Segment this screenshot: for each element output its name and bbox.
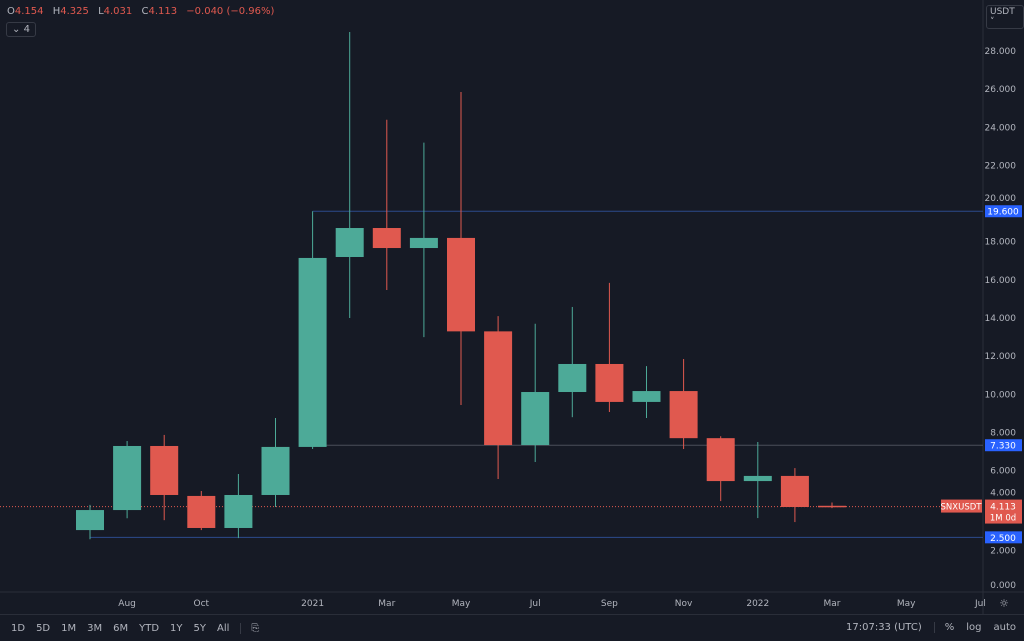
x-tick-label: Nov xyxy=(675,599,693,609)
y-tick-label: 2.000 xyxy=(990,546,1016,556)
candle-body xyxy=(113,445,142,511)
x-tick-label: Oct xyxy=(194,599,210,609)
candle-body xyxy=(669,391,698,439)
y-tick-label: 16.000 xyxy=(985,276,1017,286)
range-ytd[interactable]: YTD xyxy=(139,622,160,634)
candle-body xyxy=(224,494,253,528)
low-label: L xyxy=(98,6,104,17)
clock-time[interactable]: 17:07:33 (UTC) xyxy=(846,622,922,633)
currency-dropdown[interactable]: USDT ˅ xyxy=(986,5,1024,29)
y-tick-label: 22.000 xyxy=(985,161,1017,171)
x-tick-label: Aug xyxy=(118,599,136,609)
level-price-tag xyxy=(985,531,1022,544)
high-value: 4.325 xyxy=(60,6,89,17)
level-price-tag xyxy=(985,439,1022,452)
bottom-toolbar: 1D 5D 1M 3M 6M YTD 1Y 5Y All ⎘ 17:07:33 … xyxy=(0,614,1024,641)
y-tick-label: 28.000 xyxy=(985,47,1017,57)
y-tick-label: 12.000 xyxy=(985,352,1017,362)
candle-body xyxy=(818,505,846,508)
x-tick-label: Mar xyxy=(378,599,395,609)
chevron-down-icon: ˅ xyxy=(990,17,995,27)
x-tick-label: May xyxy=(452,599,471,609)
candle-body xyxy=(409,237,438,249)
close-value: 4.113 xyxy=(148,6,178,17)
candle-body xyxy=(595,363,624,402)
auto-toggle[interactable]: auto xyxy=(993,622,1016,633)
indicators-toggle[interactable]: ⌄ 4 xyxy=(6,22,36,37)
range-all[interactable]: All xyxy=(217,622,230,634)
chevron-down-icon: ⌄ xyxy=(12,24,24,35)
candle-body xyxy=(76,510,104,531)
close-label: C xyxy=(141,6,149,17)
range-6m[interactable]: 6M xyxy=(113,622,129,634)
candle-body xyxy=(372,228,401,249)
range-1m[interactable]: 1M xyxy=(61,622,77,634)
candle-body xyxy=(558,363,587,393)
last-price-tag xyxy=(985,499,1022,524)
y-tick-label: 20.000 xyxy=(985,194,1017,204)
x-tick-label: 2022 xyxy=(746,599,769,609)
candle-body xyxy=(521,392,550,446)
range-3m[interactable]: 3M xyxy=(87,622,103,634)
x-tick-label: 2021 xyxy=(301,599,324,609)
y-tick-label: 10.000 xyxy=(985,390,1017,400)
candle-body xyxy=(706,438,735,482)
range-5y[interactable]: 5Y xyxy=(193,622,207,634)
change-value: −0.040 (−0.96%) xyxy=(186,6,275,17)
range-1d[interactable]: 1D xyxy=(11,622,26,634)
candle-body xyxy=(187,495,216,528)
y-tick-label: 6.000 xyxy=(990,467,1016,477)
indicator-count: 4 xyxy=(23,24,30,35)
symbol-tag xyxy=(941,499,982,513)
candlestick-chart[interactable]: 0.000 2.000 4.000 6.000 8.000 10.000 12.000 14.… xyxy=(0,0,1024,614)
candle-body xyxy=(484,331,513,446)
range-5d[interactable]: 5D xyxy=(36,622,51,634)
go-to-date-icon[interactable]: ⎘ xyxy=(240,622,259,634)
open-label: O xyxy=(7,6,15,17)
y-tick-label: 14.000 xyxy=(985,314,1017,324)
ohlc-legend: O4.154 H4.325 L4.031 C4.113 −0.040 (−0.9… xyxy=(7,6,280,17)
x-tick-label: Jul xyxy=(529,599,541,609)
x-tick-label: Jul xyxy=(974,599,986,609)
level-price-label: 2.500 xyxy=(990,534,1016,544)
candle-body xyxy=(780,475,809,508)
candle-body xyxy=(743,475,772,482)
y-tick-label: 8.000 xyxy=(990,428,1016,438)
range-1y[interactable]: 1Y xyxy=(170,622,183,634)
level-price-label: 7.330 xyxy=(990,442,1016,452)
currency-label: USDT xyxy=(990,7,1015,17)
high-label: H xyxy=(52,6,61,17)
candle-body xyxy=(447,237,475,332)
last-price-label: 4.113 xyxy=(990,503,1016,513)
candle-body xyxy=(150,445,179,495)
candle-body xyxy=(632,391,661,402)
percent-toggle[interactable]: % xyxy=(933,622,954,633)
x-tick-label: May xyxy=(897,599,916,609)
candle-body xyxy=(335,228,364,257)
countdown-label: 1M 0d xyxy=(990,514,1016,524)
low-value: 4.031 xyxy=(103,6,133,17)
candle-body xyxy=(298,257,327,447)
level-price-label: 19.600 xyxy=(987,208,1019,218)
x-tick-label: Sep xyxy=(601,599,618,609)
open-value: 4.154 xyxy=(14,6,44,17)
log-toggle[interactable]: log xyxy=(966,622,982,633)
y-tick-label: 4.000 xyxy=(990,489,1016,499)
symbol-label: SNXUSDT xyxy=(941,503,983,513)
x-tick-label: Mar xyxy=(824,599,841,609)
y-tick-label: 18.000 xyxy=(985,238,1017,248)
settings-gear-icon: ☼ xyxy=(999,597,1009,610)
y-tick-label: 0.000 xyxy=(990,581,1016,591)
y-tick-label: 26.000 xyxy=(985,85,1017,95)
y-tick-label: 24.000 xyxy=(985,123,1017,133)
level-price-tag xyxy=(985,205,1022,218)
candle-body xyxy=(261,446,290,495)
